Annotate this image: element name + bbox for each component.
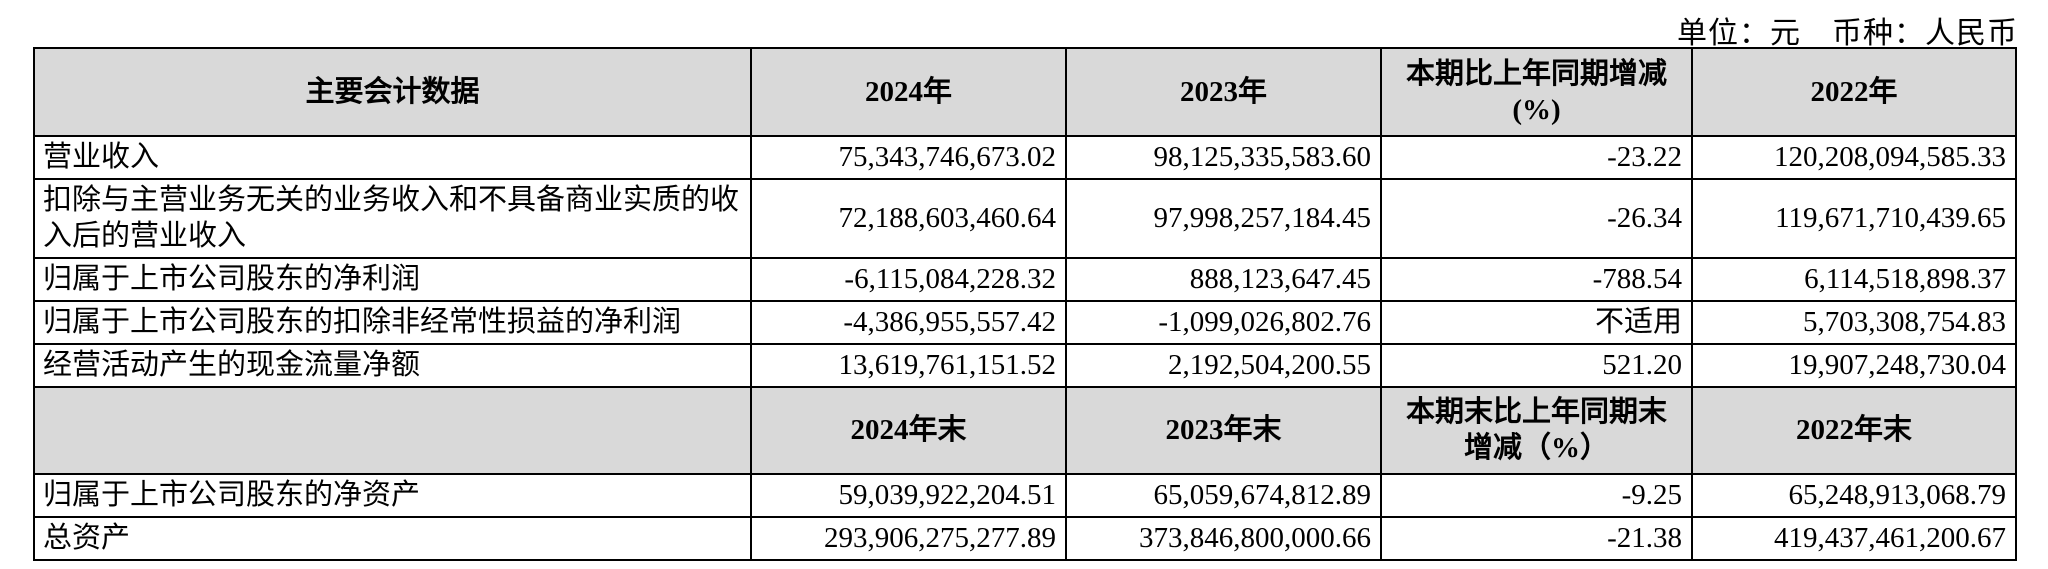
header-2022: 2022年 [1691, 47, 2017, 137]
value-change: -788.54 [1380, 256, 1693, 302]
value-2024: 75,343,746,673.02 [750, 135, 1067, 180]
row-label: 归属于上市公司股东的净资产 [33, 472, 752, 518]
value-2023: 98,125,335,583.60 [1065, 135, 1382, 180]
row-label: 归属于上市公司股东的扣除非经常性损益的净利润 [33, 299, 752, 345]
row-label: 营业收入 [33, 135, 752, 180]
value-2023: -1,099,026,802.76 [1065, 299, 1382, 345]
value-2022: 65,248,913,068.79 [1691, 472, 2017, 518]
header-2023-end: 2023年末 [1065, 385, 1382, 475]
period-end-header-row: 2024年末 2023年末 本期末比上年同期末 增减（%） 2022年末 [33, 385, 2017, 475]
value-change: -9.25 [1380, 472, 1693, 518]
value-2023: 65,059,674,812.89 [1065, 472, 1382, 518]
value-2024: -6,115,084,228.32 [750, 256, 1067, 302]
row-label: 归属于上市公司股东的净利润 [33, 256, 752, 302]
value-change: -26.34 [1380, 178, 1693, 259]
row-label: 总资产 [33, 515, 752, 561]
value-2024: 72,188,603,460.64 [750, 178, 1067, 259]
key-accounting-data-table: 主要会计数据 2024年 2023年 本期比上年同期增减 (%) 2022年 营… [33, 47, 2017, 561]
value-2024: 13,619,761,151.52 [750, 342, 1067, 388]
value-2022: 5,703,308,754.83 [1691, 299, 2017, 345]
header-yoy-change: 本期比上年同期增减 (%) [1380, 47, 1693, 137]
header-period-end-change: 本期末比上年同期末 增减（%） [1380, 385, 1693, 475]
value-2024: 59,039,922,204.51 [750, 472, 1067, 518]
value-2022: 119,671,710,439.65 [1691, 178, 2017, 259]
value-2022: 120,208,094,585.33 [1691, 135, 2017, 180]
header-2023: 2023年 [1065, 47, 1382, 137]
table-row-total-assets: 总资产 293,906,275,277.89 373,846,800,000.6… [33, 515, 2017, 561]
table-row-net-assets: 归属于上市公司股东的净资产 59,039,922,204.51 65,059,6… [33, 472, 2017, 518]
value-2023: 888,123,647.45 [1065, 256, 1382, 302]
unit-currency-note: 单位：元 币种：人民币 [1677, 17, 2018, 50]
value-change: -23.22 [1380, 135, 1693, 180]
value-2023: 97,998,257,184.45 [1065, 178, 1382, 259]
header-main-indicator: 主要会计数据 [33, 47, 752, 137]
value-2023: 373,846,800,000.66 [1065, 515, 1382, 561]
value-2022: 419,437,461,200.67 [1691, 515, 2017, 561]
table-row-adjusted-revenue: 扣除与主营业务无关的业务收入和不具备商业实质的收入后的营业收入 72,188,6… [33, 178, 2017, 259]
header-empty [33, 385, 752, 475]
value-change: -21.38 [1380, 515, 1693, 561]
annual-header-row: 主要会计数据 2024年 2023年 本期比上年同期增减 (%) 2022年 [33, 47, 2017, 137]
table-row-operating-cash-flow: 经营活动产生的现金流量净额 13,619,761,151.52 2,192,50… [33, 342, 2017, 388]
value-2024: 293,906,275,277.89 [750, 515, 1067, 561]
value-change: 521.20 [1380, 342, 1693, 388]
header-2022-end: 2022年末 [1691, 385, 2017, 475]
row-label: 扣除与主营业务无关的业务收入和不具备商业实质的收入后的营业收入 [33, 178, 752, 259]
header-2024-end: 2024年末 [750, 385, 1067, 475]
value-2022: 6,114,518,898.37 [1691, 256, 2017, 302]
table-row-net-profit: 归属于上市公司股东的净利润 -6,115,084,228.32 888,123,… [33, 256, 2017, 302]
row-label: 经营活动产生的现金流量净额 [33, 342, 752, 388]
header-2024: 2024年 [750, 47, 1067, 137]
value-2024: -4,386,955,557.42 [750, 299, 1067, 345]
value-change: 不适用 [1380, 299, 1693, 345]
table-row-operating-revenue: 营业收入 75,343,746,673.02 98,125,335,583.60… [33, 135, 2017, 180]
value-2023: 2,192,504,200.55 [1065, 342, 1382, 388]
value-2022: 19,907,248,730.04 [1691, 342, 2017, 388]
table-row-net-profit-excl-nonrecurring: 归属于上市公司股东的扣除非经常性损益的净利润 -4,386,955,557.42… [33, 299, 2017, 345]
